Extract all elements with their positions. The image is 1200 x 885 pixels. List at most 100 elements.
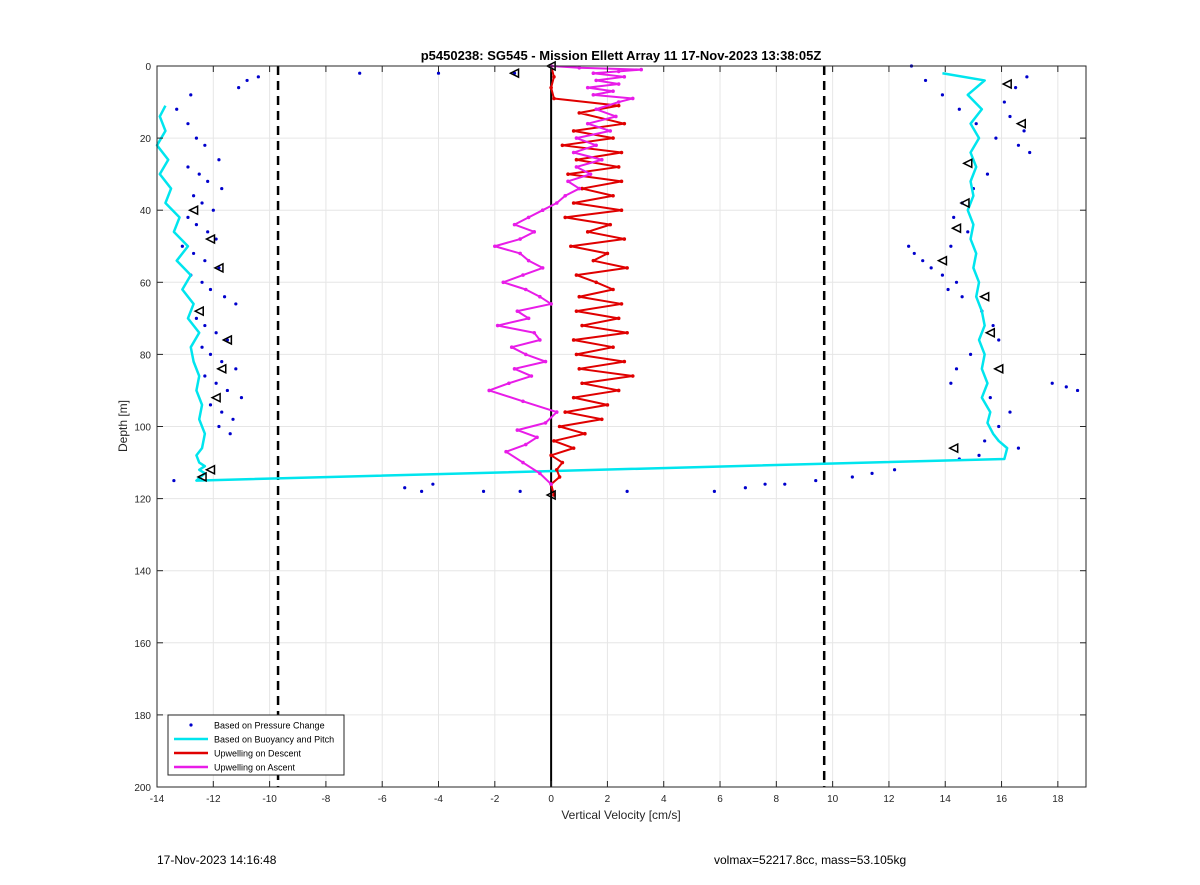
x-tick-label: -12 bbox=[206, 794, 221, 805]
data-point bbox=[569, 244, 573, 249]
data-point bbox=[591, 93, 596, 97]
data-point bbox=[763, 482, 767, 486]
data-point bbox=[566, 179, 570, 184]
data-point bbox=[954, 367, 959, 371]
data-point bbox=[194, 136, 199, 140]
data-point bbox=[180, 244, 184, 248]
x-tick-label: -10 bbox=[262, 794, 277, 805]
data-point bbox=[222, 295, 227, 299]
axis-ticks: -14 -12 -10 -8 -6 -4 -2 0 2 4 6 8 10 12 14 16 1802040608… bbox=[134, 62, 1086, 805]
data-point bbox=[566, 172, 570, 176]
data-point bbox=[518, 237, 522, 241]
data-point bbox=[619, 208, 624, 212]
data-point bbox=[577, 186, 582, 191]
data-point bbox=[997, 338, 1001, 342]
series-group bbox=[187, 60, 1027, 501]
legend-label: Based on Pressure Change bbox=[214, 721, 325, 731]
data-point bbox=[912, 251, 916, 256]
y-tick-label: 200 bbox=[134, 783, 151, 794]
x-tick-label: 14 bbox=[940, 794, 952, 805]
data-point bbox=[605, 251, 610, 256]
y-axis-label: Depth [m] bbox=[116, 400, 130, 452]
data-point bbox=[622, 359, 627, 364]
triangle-marker bbox=[936, 255, 948, 266]
data-point bbox=[954, 280, 959, 284]
triangle-marker bbox=[196, 471, 207, 483]
x-tick-label: 6 bbox=[717, 794, 723, 805]
data-point bbox=[949, 244, 953, 248]
data-point bbox=[921, 259, 925, 263]
data-point bbox=[220, 360, 224, 364]
data-point bbox=[940, 93, 945, 97]
data-point bbox=[237, 86, 241, 90]
data-point bbox=[509, 345, 514, 349]
data-point bbox=[712, 489, 717, 493]
x-tick-label: -8 bbox=[321, 794, 330, 805]
data-point bbox=[557, 475, 562, 479]
triangle-marker bbox=[978, 291, 990, 302]
data-point bbox=[1028, 150, 1032, 155]
y-tick-label: 140 bbox=[134, 567, 151, 578]
data-point bbox=[217, 158, 221, 162]
data-point bbox=[1022, 129, 1026, 133]
x-tick-label: -2 bbox=[490, 794, 499, 805]
data-point bbox=[988, 396, 992, 400]
data-point bbox=[977, 453, 981, 457]
y-tick-label: 40 bbox=[140, 206, 152, 217]
y-tick-label: 100 bbox=[134, 423, 151, 434]
data-point bbox=[529, 374, 534, 378]
series-group bbox=[549, 64, 635, 497]
data-point bbox=[588, 172, 593, 176]
data-point bbox=[619, 179, 624, 184]
data-point bbox=[538, 338, 542, 342]
data-point bbox=[234, 367, 238, 371]
data-point bbox=[563, 193, 567, 198]
y-tick-label: 180 bbox=[134, 711, 151, 722]
data-point bbox=[487, 388, 491, 393]
triangle-marker bbox=[984, 327, 996, 338]
data-point bbox=[186, 215, 190, 220]
data-point bbox=[907, 244, 911, 248]
data-point bbox=[563, 215, 567, 220]
x-tick-label: 2 bbox=[605, 794, 611, 805]
data-point bbox=[983, 439, 987, 443]
data-point bbox=[1075, 388, 1080, 393]
x-tick-label: -4 bbox=[434, 794, 443, 805]
data-point bbox=[571, 338, 576, 342]
data-point bbox=[940, 273, 945, 277]
data-point bbox=[594, 280, 598, 285]
data-point bbox=[1016, 143, 1021, 147]
data-point bbox=[850, 475, 854, 479]
data-point bbox=[521, 460, 525, 465]
data-point bbox=[968, 352, 973, 356]
data-point bbox=[630, 96, 635, 101]
data-point bbox=[585, 85, 590, 90]
data-point bbox=[228, 432, 232, 436]
data-point bbox=[594, 78, 598, 83]
data-point bbox=[594, 143, 598, 148]
data-point bbox=[495, 323, 500, 328]
data-point bbox=[585, 230, 590, 234]
data-point bbox=[997, 424, 1001, 429]
data-point bbox=[1014, 86, 1018, 90]
data-point bbox=[554, 467, 559, 472]
data-point bbox=[616, 316, 621, 321]
series-group bbox=[487, 64, 644, 486]
triangle-marker bbox=[193, 305, 204, 317]
data-point bbox=[217, 424, 221, 429]
data-point bbox=[580, 186, 584, 191]
reference-lines bbox=[276, 66, 826, 787]
y-tick-label: 120 bbox=[134, 495, 151, 506]
triangle-marker bbox=[948, 442, 959, 454]
data-point bbox=[743, 486, 747, 490]
triangle-marker bbox=[213, 262, 224, 274]
data-point bbox=[186, 122, 190, 126]
data-point bbox=[630, 374, 635, 378]
data-point bbox=[994, 136, 998, 140]
data-point bbox=[189, 93, 193, 97]
data-point bbox=[619, 150, 624, 155]
data-point bbox=[599, 417, 604, 422]
data-point bbox=[625, 266, 629, 270]
data-point bbox=[552, 439, 556, 443]
